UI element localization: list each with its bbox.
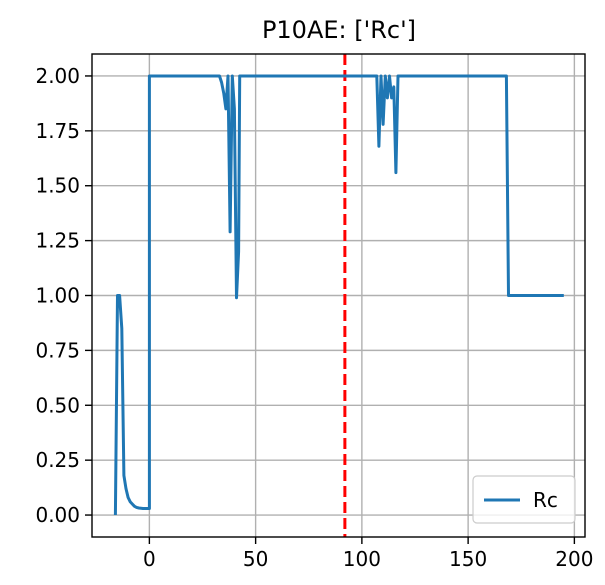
legend: Rc [472, 475, 576, 524]
y-tick-label: 0.00 [35, 503, 80, 527]
y-tick-label: 1.50 [35, 174, 80, 198]
y-tick-label: 0.50 [35, 393, 80, 417]
y-tick-label: 1.00 [35, 284, 80, 308]
legend-label-rc: Rc [533, 488, 558, 512]
series-line-rc [113, 74, 564, 516]
y-tick-label: 2.00 [35, 64, 80, 88]
y-tick-label: 0.75 [35, 338, 80, 362]
x-tick-label: 200 [555, 547, 593, 571]
y-tick-label: 1.75 [35, 119, 80, 143]
series-group [113, 74, 564, 516]
y-tick-label: 1.25 [35, 229, 80, 253]
x-tick-label: 50 [243, 547, 268, 571]
x-tick-label: 150 [449, 547, 487, 571]
y-tick-label: 0.25 [35, 448, 80, 472]
x-tick-label: 100 [343, 547, 381, 571]
legend-box [472, 475, 576, 524]
y-axis: 0.00 0.25 0.50 0.75 1.00 1.25 1.50 1.75 2.00 [35, 64, 92, 527]
x-axis: 0 50 100 150 200 [143, 537, 593, 571]
chart-title: P10AE: ['Rc'] [262, 16, 416, 44]
x-tick-label: 0 [143, 547, 156, 571]
